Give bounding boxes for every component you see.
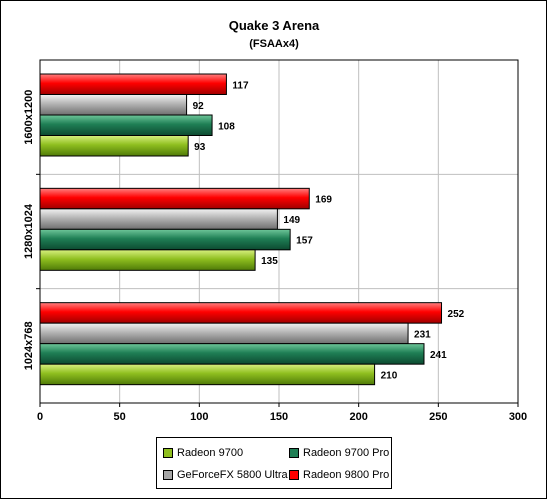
value-label-1024x768-radeon-9700: 210 (381, 370, 398, 381)
chart-subtitle: (FSAAx4) (249, 38, 299, 50)
x-tick-label-250: 250 (429, 411, 447, 423)
value-labels: 117 92 108 93 169 149 157 135 252 231 241 210 (193, 80, 465, 381)
chart-title: Quake 3 Arena (229, 18, 320, 33)
legend-item: Radeon 9800 Pro (289, 468, 389, 482)
bars (39, 73, 443, 386)
value-label-1024x768-geforcefx-5800-ultra: 231 (414, 329, 431, 340)
x-tick-label-300: 300 (509, 411, 527, 423)
value-label-1280x1024-radeon-9800-pro: 169 (315, 195, 332, 206)
bar-1280x1024-radeon-9700 (39, 249, 256, 271)
category-separators (36, 173, 518, 290)
bar-1600x1200-geforcefx-5800-ultra (39, 94, 188, 116)
x-tick-label-200: 200 (349, 411, 367, 423)
legend: Radeon 9700 Radeon 9700 Pro GeForceFX 5800… (156, 437, 392, 489)
value-label-1280x1024-radeon-9700-pro: 157 (296, 236, 313, 247)
bar-1024x768-radeon-9700-pro (39, 343, 425, 365)
legend-item: Radeon 9700 Pro (289, 446, 389, 460)
category-labels: 1600x1200 1280x1024 1024x768 (23, 90, 35, 371)
bar-1024x768-radeon-9700 (39, 363, 376, 386)
value-label-1600x1200-radeon-9700: 93 (194, 142, 206, 153)
legend-item: GeForceFX 5800 Ultra (163, 468, 288, 482)
legend-label: GeForceFX 5800 Ultra (177, 469, 288, 481)
legend-label: Radeon 9800 Pro (303, 469, 390, 481)
legend-item: Radeon 9700 (163, 446, 243, 460)
category-label-1280x1024: 1280x1024 (23, 203, 35, 259)
legend-swatch (289, 470, 299, 480)
value-label-1024x768-radeon-9800-pro: 252 (448, 309, 465, 320)
x-tick-label-50: 50 (114, 411, 126, 423)
x-axis-ticks: 0 50 100 150 200 250 300 (37, 403, 527, 423)
legend-swatch (163, 448, 173, 458)
category-label-1024x768: 1024x768 (23, 321, 35, 370)
value-label-1600x1200-radeon-9800-pro: 117 (232, 80, 249, 91)
x-tick-label-150: 150 (270, 411, 288, 423)
bar-1600x1200-radeon-9800-pro (39, 73, 227, 95)
bar-1280x1024-radeon-9800-pro (39, 187, 310, 210)
value-label-1024x768-radeon-9700-pro: 241 (430, 350, 447, 361)
legend-swatch (163, 470, 173, 480)
legend-label: Radeon 9700 (177, 447, 244, 459)
value-label-1280x1024-geforcefx-5800-ultra: 149 (283, 215, 300, 226)
legend-swatch (289, 448, 299, 458)
bar-1024x768-radeon-9800-pro (39, 302, 443, 324)
value-label-1280x1024-radeon-9700: 135 (261, 256, 278, 267)
x-tick-label-100: 100 (190, 411, 208, 423)
bar-1280x1024-geforcefx-5800-ultra (39, 208, 278, 230)
legend-label: Radeon 9700 Pro (303, 447, 390, 459)
x-tick-label-0: 0 (37, 411, 43, 423)
bar-1600x1200-radeon-9700-pro (39, 114, 213, 136)
value-label-1600x1200-geforcefx-5800-ultra: 92 (193, 101, 205, 112)
value-label-1600x1200-radeon-9700-pro: 108 (218, 121, 235, 132)
bar-1024x768-geforcefx-5800-ultra (39, 322, 409, 345)
bar-1280x1024-radeon-9700-pro (39, 228, 291, 251)
category-label-1600x1200: 1600x1200 (23, 90, 35, 145)
bar-1600x1200-radeon-9700 (39, 135, 189, 157)
